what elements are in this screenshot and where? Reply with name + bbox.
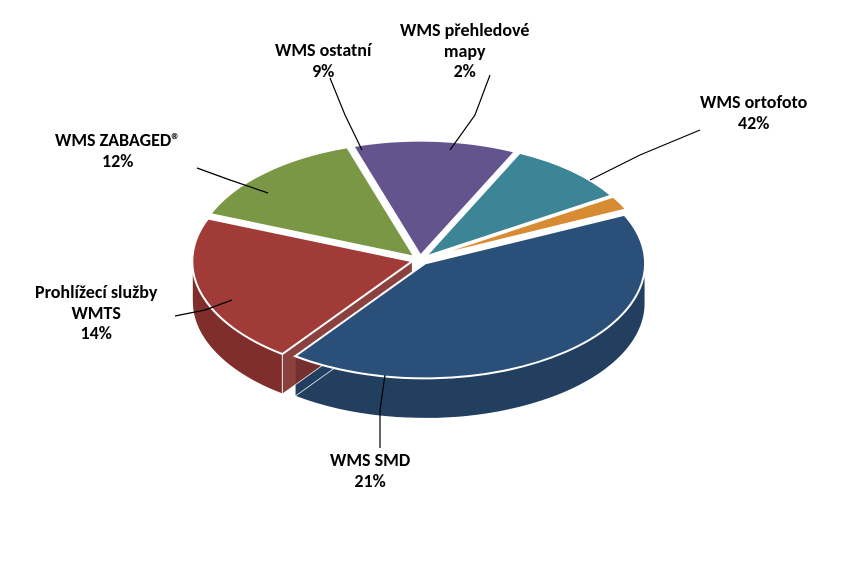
slice-label-name: WMS ostatní bbox=[275, 40, 371, 61]
slice-label-name: Prohlížecí služby WMTS bbox=[35, 282, 157, 323]
slice-label-percent: 9% bbox=[275, 61, 371, 82]
slice-label-percent: 2% bbox=[400, 61, 529, 82]
slice-label-name: WMS přehledové mapy bbox=[400, 20, 529, 61]
leader-line bbox=[450, 75, 490, 150]
slice-label-name: WMS ZABAGED® bbox=[55, 130, 180, 151]
slice-label-percent: 14% bbox=[35, 323, 157, 344]
leader-line bbox=[330, 78, 362, 150]
slice-label: WMS přehledové mapy2% bbox=[400, 20, 529, 82]
slice-label: Prohlížecí služby WMTS14% bbox=[35, 282, 157, 344]
slice-label: WMS ortofoto42% bbox=[700, 92, 807, 133]
slice-label-name: WMS ortofoto bbox=[700, 92, 807, 113]
slice-label: WMS ostatní9% bbox=[275, 40, 371, 81]
slice-label-percent: 21% bbox=[330, 471, 410, 492]
slice-label-percent: 42% bbox=[700, 113, 807, 134]
slice-label: WMS ZABAGED®12% bbox=[55, 130, 180, 171]
slice-label-percent: 12% bbox=[55, 151, 180, 172]
leader-line bbox=[590, 130, 700, 180]
slice-label: WMS SMD21% bbox=[330, 450, 410, 491]
slice-label-name: WMS SMD bbox=[330, 450, 410, 471]
